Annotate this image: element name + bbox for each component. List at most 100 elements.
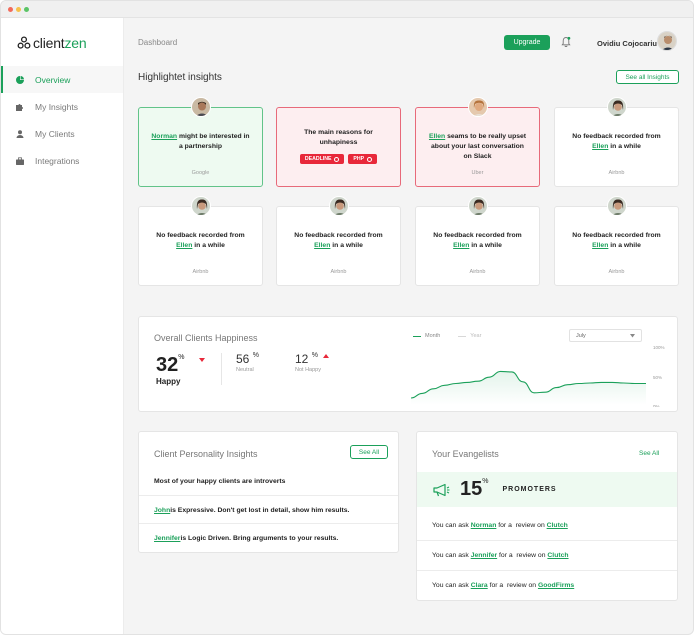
client-avatar xyxy=(191,97,211,117)
evangelist-row: You can ask Clara for a review on GoodFi… xyxy=(417,570,677,600)
insight-source: Airbnb xyxy=(608,269,625,275)
client-link[interactable]: Ellen xyxy=(453,242,470,249)
insight-source: Airbnb xyxy=(469,269,486,275)
insights-title: Highlightet insights xyxy=(138,72,222,83)
chevron-down-icon xyxy=(630,334,635,338)
insight-message: No feedback recorded from Ellen in a whil… xyxy=(433,232,522,249)
happy-label: Happy xyxy=(156,377,181,386)
client-avatar xyxy=(607,97,627,117)
see-all-insights-button[interactable]: See all Insights xyxy=(616,70,679,84)
insight-message: No feedback recorded from Ellen in a whil… xyxy=(294,232,383,249)
client-link[interactable]: John xyxy=(154,507,171,514)
evangelist-row: You can ask Norman for a review on Clutc… xyxy=(432,521,568,529)
insight-message: Ellen seams to be really upset about you… xyxy=(428,133,527,160)
user-avatar[interactable] xyxy=(657,31,677,51)
legend-swatch xyxy=(458,335,467,337)
evangelist-row: You can ask Jennifer for a review on Clu… xyxy=(417,540,677,570)
client-link[interactable]: Norman xyxy=(151,133,178,140)
user-icon xyxy=(16,129,24,138)
insight-source: Airbnb xyxy=(192,269,209,275)
logo-text: clientzen xyxy=(33,35,87,51)
review-site-link[interactable]: Clutch xyxy=(547,552,569,559)
insight-card[interactable]: No feedback recorded from Ellen in a whil… xyxy=(554,97,679,187)
client-link[interactable]: Clara xyxy=(470,582,488,589)
not-happy-label: Not Happy xyxy=(295,367,321,373)
neutral-value: 56 % xyxy=(236,352,259,366)
insight-source: Google xyxy=(191,170,210,176)
sidebar-item-integrations[interactable]: Integrations xyxy=(1,147,123,174)
client-link[interactable]: Ellen xyxy=(176,242,193,249)
insight-message: No feedback recorded from Ellen in a whil… xyxy=(572,232,661,249)
legend-year[interactable]: Year xyxy=(470,333,482,339)
review-site-link[interactable]: GoodFirms xyxy=(537,582,575,589)
insight-message: The main reasons for unhapiness xyxy=(304,129,373,146)
legend-swatch xyxy=(413,335,421,337)
sidebar-item-overview[interactable]: Overview xyxy=(1,66,123,93)
y-tick-label: 0% xyxy=(653,404,660,407)
client-link[interactable]: Ellen xyxy=(592,143,609,150)
reason-tag[interactable]: DEADLINE xyxy=(299,154,345,164)
insight-source: Airbnb xyxy=(608,170,625,176)
puzzle-icon xyxy=(16,103,24,111)
personality-row: John is Expressive. Don't get lost in de… xyxy=(139,495,398,525)
review-site-link[interactable]: Clutch xyxy=(546,521,568,529)
evangelists-panel: Your Evangelists See All 15% PROMOTERS Y… xyxy=(416,431,678,601)
minimize-window-button[interactable] xyxy=(16,7,21,12)
client-avatar xyxy=(607,196,627,216)
insight-message: No feedback recorded from Ellen in a whil… xyxy=(156,232,245,249)
client-link[interactable]: Ellen xyxy=(428,133,446,140)
reason-tags: DEADLINE PHP xyxy=(277,154,400,164)
personality-row: Jennifer is Logic Driven. Bring argument… xyxy=(139,523,398,553)
happiness-chart: 100% 50% 0% xyxy=(410,345,665,407)
maximize-window-button[interactable] xyxy=(24,7,29,12)
insight-card[interactable]: No feedback recorded from Ellen in a whil… xyxy=(138,196,263,286)
sidebar-item-my-clients[interactable]: My Clients xyxy=(1,120,123,147)
insight-card[interactable]: No feedback recorded from Ellen in a whil… xyxy=(554,196,679,286)
logo[interactable]: clientzen xyxy=(17,34,87,52)
pie-chart-icon xyxy=(16,75,24,84)
happy-value: 32% xyxy=(156,354,185,376)
period-select[interactable]: July xyxy=(569,329,642,342)
personality-title: Client Personality Insights xyxy=(154,449,258,459)
sidebar-item-label: Overview xyxy=(35,74,71,85)
client-avatar xyxy=(329,196,349,216)
breadcrumb: Dashboard xyxy=(138,38,178,47)
insight-message: Norman might be interested in a partners… xyxy=(151,133,250,150)
reason-tag[interactable]: PHP xyxy=(348,154,378,164)
client-link[interactable]: Norman xyxy=(470,521,497,529)
chart-legend: Month Year xyxy=(413,333,481,339)
sidebar-nav: Overview My Insights My Clients Integrat… xyxy=(1,66,123,174)
insight-source: Airbnb xyxy=(330,269,347,275)
notification-bell-icon[interactable] xyxy=(560,36,572,48)
divider xyxy=(221,353,222,385)
happiness-panel: Overall Clients Happiness 32% Happy 56 %… xyxy=(138,316,678,412)
client-avatar xyxy=(191,196,211,216)
legend-month[interactable]: Month xyxy=(425,333,441,339)
client-link[interactable]: Jennifer xyxy=(154,535,181,542)
client-link[interactable]: Ellen xyxy=(314,242,331,249)
insight-card[interactable]: No feedback recorded from Ellen in a whil… xyxy=(276,196,401,286)
main-content: Dashboard Upgrade Ovidiu Cojocariu Highl… xyxy=(124,18,693,634)
see-all-personality-button[interactable]: See All xyxy=(350,445,388,459)
sidebar-item-my-insights[interactable]: My Insights xyxy=(1,93,123,120)
evangelists-title: Your Evangelists xyxy=(432,449,499,459)
insight-card[interactable]: No feedback recorded from Ellen in a whil… xyxy=(415,196,540,286)
insight-card[interactable]: Norman might be interested in a partners… xyxy=(138,97,263,187)
upgrade-button[interactable]: Upgrade xyxy=(504,35,550,50)
insight-card[interactable]: Ellen seams to be really upset about you… xyxy=(415,97,540,187)
insight-source: Uber xyxy=(471,170,484,176)
info-icon xyxy=(334,156,340,162)
sidebar-item-label: My Insights xyxy=(35,101,78,112)
personality-intro: Most of your happy clients are introvert… xyxy=(154,477,286,485)
close-window-button[interactable] xyxy=(8,7,13,12)
user-name[interactable]: Ovidiu Cojocariu xyxy=(597,39,658,48)
insight-message: No feedback recorded from Ellen in a whil… xyxy=(572,133,661,150)
happiness-title: Overall Clients Happiness xyxy=(154,333,258,343)
insight-card[interactable]: The main reasons for unhapiness DEADLINE… xyxy=(276,107,401,187)
see-all-evangelists-link[interactable]: See All xyxy=(639,450,660,457)
promoters-banner: 15% PROMOTERS xyxy=(417,472,677,507)
sidebar: clientzen Overview My Insights My Client… xyxy=(1,18,124,634)
client-link[interactable]: Ellen xyxy=(592,242,609,249)
client-link[interactable]: Jennifer xyxy=(470,552,498,559)
